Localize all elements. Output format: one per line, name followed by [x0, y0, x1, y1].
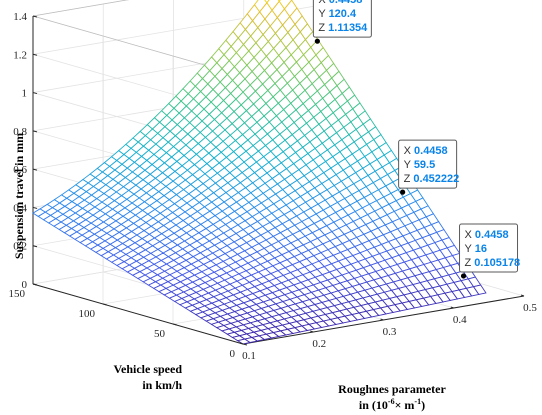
datatip-marker: [400, 189, 406, 195]
y-axis-label: Vehicle speed in km/h: [113, 362, 182, 392]
datatip-box: [398, 139, 458, 189]
z-tick-mark: [32, 168, 38, 171]
y-tick-mark: [172, 323, 178, 326]
surface-cell: [472, 284, 487, 295]
z-tick-mark: [32, 245, 38, 248]
y-tick-label: 50: [154, 328, 166, 340]
x-tick-mark: [239, 342, 244, 345]
y-tick-mark: [32, 283, 38, 286]
x-tick-label: 0.1: [242, 350, 256, 362]
x-axis-title-line2: in (10-6× m-1): [359, 397, 425, 412]
datatip-box: [312, 0, 372, 38]
surface-mesh: [32, 0, 487, 345]
datatip: X 0.4458 Y 59.5 Z 0.452222: [398, 139, 460, 195]
y-tick-label: 0: [230, 348, 236, 360]
x-tick-mark: [450, 306, 454, 309]
z-tick-mark: [32, 15, 38, 18]
datatip-x: X 0.4458: [465, 229, 509, 241]
y-axis-line: [32, 283, 244, 345]
datatip-marker: [314, 38, 320, 44]
z-tick-mark: [32, 53, 38, 56]
datatip-x: X 0.4458: [404, 145, 448, 157]
datatip-z: Z 1.11354: [318, 22, 368, 34]
axis-ticks: 0 0.2 0.4 0.6 0.8 1 1.2 1.4 0 50 100 150 0.1 0.2 0.3 0.…: [9, 11, 538, 362]
x-tick-mark: [310, 330, 314, 333]
y-axis-title-line2: in km/h: [142, 378, 182, 392]
z-tick-label: 0.8: [13, 126, 27, 138]
datatip-y: Y 16: [465, 243, 487, 255]
datatip-z: Z 0.452222: [404, 173, 460, 185]
datatip-y: Y 120.4: [318, 8, 357, 20]
datatip-x: X 0.4458: [318, 0, 362, 6]
y-tick-label: 100: [79, 308, 96, 320]
z-tick-label: 0.6: [13, 164, 27, 176]
x-axis-label: Roughnes parameter in (10-6× m-1): [338, 382, 446, 412]
datatips: X 0.4458 Y 120.4 Z 1.11354 X 0.4458 Y 59.5 Z …: [312, 0, 521, 279]
y-tick-mark: [242, 343, 248, 346]
x-axis-title-line1: Roughnes parameter: [338, 382, 446, 396]
z-axis-label: Suspension travel in mm: [12, 133, 26, 259]
x-tick-label: 0.3: [383, 326, 397, 338]
datatip-box: [459, 223, 519, 273]
z-tick-label: 1: [22, 88, 28, 100]
y-tick-label: 150: [9, 288, 26, 300]
y-tick-mark: [102, 303, 108, 306]
x-tick-label: 0.2: [312, 338, 326, 350]
z-tick-mark: [32, 130, 38, 133]
z-tick-label: 0.2: [13, 241, 27, 253]
z-tick-label: 0: [22, 279, 28, 291]
datatip: X 0.4458 Y 16 Z 0.105178: [459, 223, 521, 279]
datatip-marker: [460, 273, 467, 279]
z-tick-label: 1.4: [13, 11, 27, 23]
x-tick-label: 0.5: [523, 302, 537, 314]
datatip-y: Y 59.5: [404, 159, 436, 171]
z-axis-title: Suspension travel in mm: [12, 133, 26, 259]
datatip-z: Z 0.105178: [465, 257, 521, 269]
z-tick-mark: [32, 92, 38, 95]
x-tick-mark: [520, 294, 525, 297]
z-tick-label: 0.4: [13, 202, 27, 214]
datatip: X 0.4458 Y 120.4 Z 1.11354: [312, 0, 372, 44]
x-tick-mark: [380, 318, 384, 321]
z-tick-label: 1.2: [13, 49, 27, 61]
x-tick-label: 0.4: [453, 314, 467, 326]
y-axis-title-line1: Vehicle speed: [113, 362, 182, 376]
z-tick-mark: [32, 206, 38, 209]
box-edge: [32, 0, 130, 17]
